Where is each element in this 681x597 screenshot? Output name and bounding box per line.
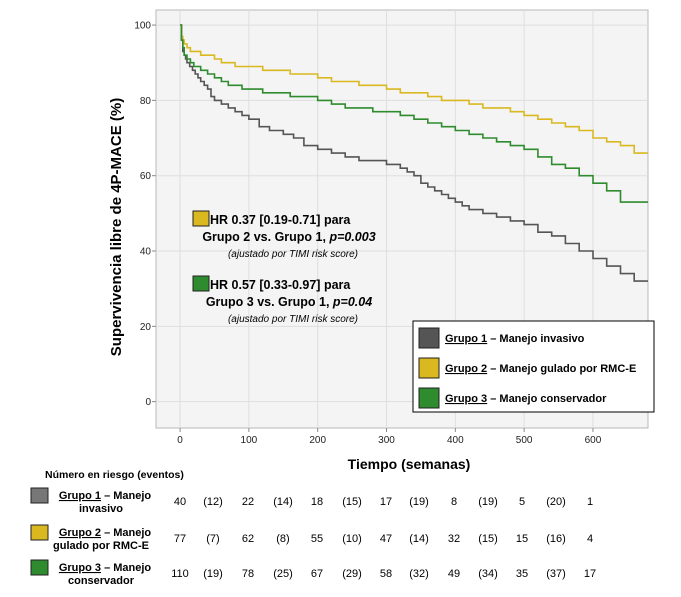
- risk-value: 22: [242, 496, 254, 508]
- risk-row-group: Grupo 1: [59, 490, 101, 502]
- risk-value: (15): [342, 496, 362, 508]
- legend-swatch: [418, 387, 440, 409]
- risk-value: (37): [546, 568, 566, 580]
- hr-line-1: HR 0.37 [0.19-0.71] para: [210, 213, 351, 227]
- risk-value: 47: [380, 533, 392, 545]
- risk-value: 58: [380, 568, 392, 580]
- legend-group-name: Grupo 2: [445, 363, 487, 375]
- risk-value: (25): [273, 568, 293, 580]
- legend-label: Grupo 2 – Manejo gulado por RMC-E: [445, 363, 636, 375]
- risk-value: (8): [276, 533, 289, 545]
- risk-row-swatch: [30, 487, 49, 504]
- risk-table-title: Número en riesgo (eventos): [45, 469, 184, 481]
- legend-group-desc: – Manejo gulado por RMC-E: [487, 363, 636, 375]
- risk-value: 32: [448, 533, 460, 545]
- risk-row-group: Grupo 2: [59, 527, 101, 539]
- risk-value: 78: [242, 568, 254, 580]
- risk-value: 18: [311, 496, 323, 508]
- legend-box: [412, 320, 655, 413]
- risk-row-group: Grupo 3: [59, 562, 101, 574]
- hr-color-swatch: [192, 210, 210, 227]
- risk-value: (19): [478, 496, 498, 508]
- legend-swatch: [418, 357, 440, 379]
- risk-value: (14): [409, 533, 429, 545]
- risk-value: (15): [478, 533, 498, 545]
- risk-value: 5: [519, 496, 525, 508]
- risk-value: 40: [174, 496, 186, 508]
- y-tick-label: 40: [140, 247, 152, 258]
- risk-row-label-line2: gulado por RMC-E: [53, 540, 149, 552]
- risk-value: 17: [380, 496, 392, 508]
- risk-value: (29): [342, 568, 362, 580]
- risk-row-desc: – Manejo: [101, 562, 151, 574]
- hr-adjust-note: (ajustado por TIMI risk score): [228, 314, 358, 325]
- risk-value: (20): [546, 496, 566, 508]
- y-tick-label: 0: [145, 397, 151, 408]
- x-tick-label: 400: [447, 435, 464, 446]
- hr-comparison: Grupo 2 vs. Grupo 1,: [202, 230, 329, 244]
- risk-value: 4: [587, 533, 593, 545]
- risk-value: 15: [516, 533, 528, 545]
- risk-row-label: Grupo 3 – Manejo: [59, 562, 152, 574]
- km-curve-3: [180, 24, 648, 203]
- risk-value: (12): [203, 496, 223, 508]
- hr-line-1: HR 0.57 [0.33-0.97] para: [210, 278, 351, 292]
- x-tick-label: 200: [309, 435, 326, 446]
- hr-color-swatch: [192, 275, 210, 292]
- legend-group-desc: – Manejo conservador: [487, 393, 607, 405]
- x-tick-label: 0: [177, 435, 183, 446]
- y-axis-label: Supervivencia libre de 4P-MACE (%): [108, 98, 125, 356]
- legend-group-name: Grupo 3: [445, 393, 487, 405]
- y-tick-label: 80: [140, 96, 152, 107]
- risk-value: (19): [409, 496, 429, 508]
- risk-value: 67: [311, 568, 323, 580]
- risk-value: (7): [206, 533, 219, 545]
- hr-p-value: p=0.04: [332, 295, 372, 309]
- legend-group-desc: – Manejo invasivo: [487, 333, 584, 345]
- risk-value: (34): [478, 568, 498, 580]
- legend-label: Grupo 1 – Manejo invasivo: [445, 333, 585, 345]
- risk-value: 55: [311, 533, 323, 545]
- risk-row-desc: – Manejo: [101, 527, 151, 539]
- hr-p-value: p=0.003: [328, 230, 375, 244]
- hr-line-2: Grupo 3 vs. Grupo 1, p=0.04: [206, 295, 372, 309]
- legend-group-name: Grupo 1: [445, 333, 487, 345]
- y-tick-label: 60: [140, 171, 152, 182]
- x-tick-label: 300: [378, 435, 395, 446]
- risk-value: (32): [409, 568, 429, 580]
- risk-row-label-line2: invasivo: [79, 503, 123, 515]
- risk-value: 62: [242, 533, 254, 545]
- risk-value: (19): [203, 568, 223, 580]
- risk-value: 110: [171, 568, 189, 580]
- hr-line-2: Grupo 2 vs. Grupo 1, p=0.003: [202, 230, 375, 244]
- risk-value: 1: [587, 496, 593, 508]
- y-tick-label: 100: [134, 21, 151, 32]
- risk-row-desc: – Manejo: [101, 490, 151, 502]
- risk-value: (10): [342, 533, 362, 545]
- km-curve-1: [180, 24, 648, 282]
- legend-swatch: [418, 327, 440, 349]
- risk-value: (16): [546, 533, 566, 545]
- risk-value: 77: [174, 533, 186, 545]
- risk-value: (14): [273, 496, 293, 508]
- risk-row-swatch: [30, 559, 49, 576]
- risk-row-swatch: [30, 524, 49, 541]
- x-tick-label: 500: [516, 435, 533, 446]
- legend-label: Grupo 3 – Manejo conservador: [445, 393, 607, 405]
- risk-row-label: Grupo 2 – Manejo: [59, 527, 152, 539]
- risk-value: 8: [451, 496, 457, 508]
- risk-value: 49: [448, 568, 460, 580]
- risk-row-label: Grupo 1 – Manejo: [59, 490, 152, 502]
- risk-row-label-line2: conservador: [68, 575, 135, 587]
- y-tick-label: 20: [140, 322, 152, 333]
- risk-value: 35: [516, 568, 528, 580]
- km-curve-2: [180, 24, 648, 154]
- hr-comparison: Grupo 3 vs. Grupo 1,: [206, 295, 333, 309]
- risk-value: 17: [584, 568, 596, 580]
- x-tick-label: 100: [241, 435, 258, 446]
- x-tick-label: 600: [585, 435, 602, 446]
- x-axis-label: Tiempo (semanas): [348, 456, 471, 472]
- hr-adjust-note: (ajustado por TIMI risk score): [228, 249, 358, 260]
